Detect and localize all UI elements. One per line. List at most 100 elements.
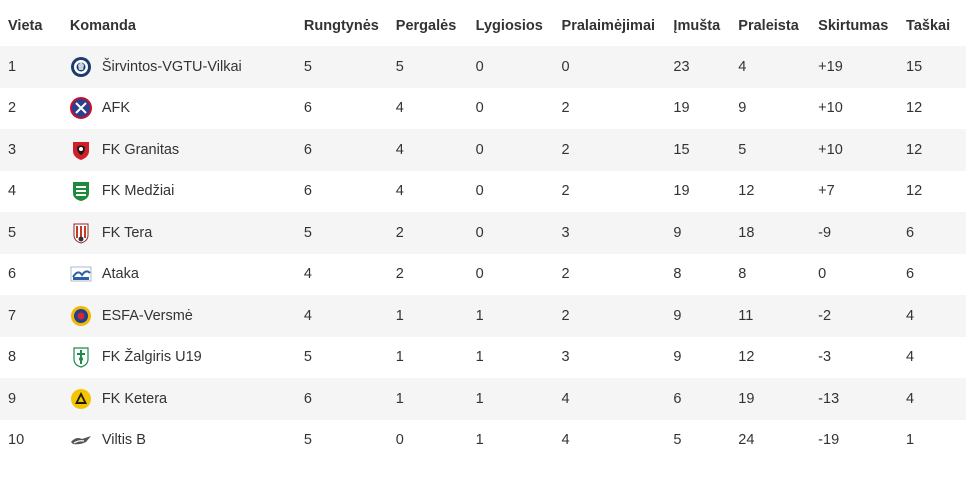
team-cell: Viltis B xyxy=(69,419,304,461)
won-cell: 5 xyxy=(395,46,476,88)
header-team[interactable]: Komanda xyxy=(69,6,304,46)
drawn-cell: 1 xyxy=(475,378,562,420)
team-name: AFK xyxy=(101,100,131,117)
team-cell: FK Ketera xyxy=(69,378,304,420)
header-points[interactable]: Taškai xyxy=(906,6,966,46)
rank-cell: 1 xyxy=(0,46,70,88)
won-cell: 4 xyxy=(395,129,476,171)
goals-against-cell: 24 xyxy=(738,419,819,461)
team-link[interactable]: FK Granitas xyxy=(70,139,304,161)
goals-for-cell: 9 xyxy=(673,336,739,378)
team-name: FK Tera xyxy=(101,224,153,241)
won-cell: 4 xyxy=(395,170,476,212)
goal-diff-cell: -13 xyxy=(818,378,907,420)
goals-against-cell: 18 xyxy=(738,212,819,254)
team-cell: FK Tera xyxy=(69,212,304,254)
team-link[interactable]: Širvintos-VGTU-Vilkai xyxy=(70,56,304,78)
afk-logo-icon xyxy=(69,97,92,120)
header-played[interactable]: Rungtynės xyxy=(303,6,396,46)
goals-for-cell: 15 xyxy=(673,129,739,171)
viltis-logo-icon xyxy=(70,429,92,451)
team-link[interactable]: Ataka xyxy=(70,263,304,285)
rank-cell: 6 xyxy=(0,253,70,295)
team-link[interactable]: ESFA-Versmė xyxy=(70,305,304,327)
lost-cell: 3 xyxy=(561,336,674,378)
drawn-cell: 0 xyxy=(475,129,562,171)
team-link[interactable]: FK Medžiai xyxy=(70,180,304,202)
played-cell: 6 xyxy=(303,170,396,212)
team-name: FK Ketera xyxy=(101,390,168,407)
table-row: 8 FK Žalgiris U19 5 1 1 3 9 12 -3 4 xyxy=(0,336,966,378)
team-name: FK Žalgiris U19 xyxy=(101,349,202,366)
goal-diff-cell: -3 xyxy=(818,336,907,378)
table-row: 3 FK Granitas 6 4 0 2 15 5 +10 12 xyxy=(0,129,966,171)
won-cell: 4 xyxy=(395,87,476,129)
header-lost[interactable]: Pralaimėjimai xyxy=(561,6,674,46)
team-link[interactable]: AFK xyxy=(69,97,304,120)
goal-diff-cell: -2 xyxy=(818,295,907,337)
drawn-cell: 1 xyxy=(475,295,562,337)
zalgiris-logo-icon xyxy=(70,346,92,368)
played-cell: 6 xyxy=(303,87,396,129)
team-cell: FK Medžiai xyxy=(69,170,304,212)
team-link[interactable]: Viltis B xyxy=(70,429,304,451)
rank-cell: 4 xyxy=(0,170,70,212)
team-cell: Širvintos-VGTU-Vilkai xyxy=(69,46,304,88)
played-cell: 5 xyxy=(303,419,396,461)
played-cell: 6 xyxy=(303,378,396,420)
table-header: Vieta Komanda Rungtynės Pergalės Lygiosi… xyxy=(0,6,966,46)
lost-cell: 2 xyxy=(561,87,674,129)
team-link[interactable]: FK Žalgiris U19 xyxy=(70,346,304,368)
team-name: Širvintos-VGTU-Vilkai xyxy=(101,58,242,75)
won-cell: 1 xyxy=(395,336,476,378)
standings-table: Vieta Komanda Rungtynės Pergalės Lygiosi… xyxy=(0,6,966,461)
header-rank[interactable]: Vieta xyxy=(0,6,70,46)
team-cell: AFK xyxy=(69,87,304,129)
points-cell: 1 xyxy=(906,419,966,461)
drawn-cell: 0 xyxy=(475,170,562,212)
drawn-cell: 0 xyxy=(475,46,562,88)
team-cell: ESFA-Versmė xyxy=(69,295,304,337)
drawn-cell: 0 xyxy=(475,212,562,254)
granitas-logo-icon xyxy=(70,139,92,161)
table-row: 4 FK Medžiai 6 4 0 2 19 12 +7 12 xyxy=(0,170,966,212)
drawn-cell: 1 xyxy=(475,419,562,461)
points-cell: 15 xyxy=(906,46,966,88)
lost-cell: 2 xyxy=(561,170,674,212)
header-drawn[interactable]: Lygiosios xyxy=(475,6,562,46)
won-cell: 2 xyxy=(395,212,476,254)
rank-cell: 3 xyxy=(0,129,70,171)
team-link[interactable]: FK Ketera xyxy=(70,388,304,410)
rank-cell: 7 xyxy=(0,295,70,337)
goal-diff-cell: +19 xyxy=(818,46,907,88)
lost-cell: 2 xyxy=(561,295,674,337)
goal-diff-cell: 0 xyxy=(818,253,907,295)
medziai-logo-icon xyxy=(70,180,92,202)
header-won[interactable]: Pergalės xyxy=(395,6,476,46)
table-row: 9 FK Ketera 6 1 1 4 6 19 -13 4 xyxy=(0,378,966,420)
table-body: 1 Širvintos-VGTU-Vilkai 5 5 0 0 23 4 +19 15 2 AFK 6 4… xyxy=(0,46,966,461)
goals-against-cell: 12 xyxy=(738,170,819,212)
sirvintos-logo-icon xyxy=(70,56,92,78)
points-cell: 4 xyxy=(906,378,966,420)
header-goals-against[interactable]: Praleista xyxy=(738,6,819,46)
goals-against-cell: 5 xyxy=(738,129,819,171)
team-name: ESFA-Versmė xyxy=(101,307,193,324)
rank-cell: 5 xyxy=(0,212,70,254)
team-name: FK Medžiai xyxy=(101,183,175,200)
header-row: Vieta Komanda Rungtynės Pergalės Lygiosi… xyxy=(0,6,966,46)
drawn-cell: 0 xyxy=(475,87,562,129)
table-row: 1 Širvintos-VGTU-Vilkai 5 5 0 0 23 4 +19 15 xyxy=(0,46,966,88)
goals-for-cell: 6 xyxy=(673,378,739,420)
team-link[interactable]: FK Tera xyxy=(70,222,304,244)
played-cell: 5 xyxy=(303,336,396,378)
ataka-logo-icon xyxy=(70,263,92,285)
played-cell: 4 xyxy=(303,253,396,295)
points-cell: 4 xyxy=(906,295,966,337)
goals-against-cell: 19 xyxy=(738,378,819,420)
goals-for-cell: 5 xyxy=(673,419,739,461)
goals-for-cell: 9 xyxy=(673,295,739,337)
header-goals-for[interactable]: Įmušta xyxy=(673,6,739,46)
team-cell: FK Granitas xyxy=(69,129,304,171)
header-goal-diff[interactable]: Skirtumas xyxy=(818,6,907,46)
